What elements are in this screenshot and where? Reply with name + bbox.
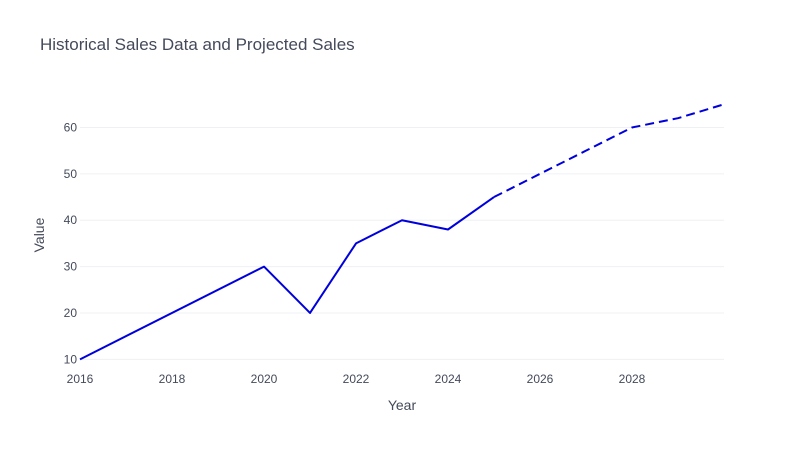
x-tick-label: 2026 <box>527 372 554 386</box>
historical-sales-line <box>79 196 495 361</box>
x-tick-label: 2020 <box>251 372 278 386</box>
x-tick-label: 2022 <box>343 372 370 386</box>
y-axis-ticks: 10 20 30 40 50 60 <box>64 120 78 366</box>
y-tick-label: 50 <box>64 167 78 181</box>
x-axis-title: Year <box>388 397 417 413</box>
y-axis-title: Value <box>31 217 47 252</box>
y-tick-label: 40 <box>64 213 78 227</box>
chart-title: Historical Sales Data and Projected Sale… <box>40 35 355 54</box>
projected-sales-line <box>493 103 725 198</box>
x-tick-label: 2018 <box>159 372 186 386</box>
y-tick-label: 60 <box>64 120 78 134</box>
x-axis-ticks: 2016 2018 2020 2022 2024 2026 2028 <box>67 372 646 386</box>
gridlines <box>80 126 724 360</box>
y-tick-label: 20 <box>64 306 78 320</box>
y-tick-label: 30 <box>64 260 78 274</box>
series-layer <box>79 103 725 361</box>
y-tick-label: 10 <box>64 352 78 366</box>
x-tick-label: 2028 <box>619 372 646 386</box>
x-tick-label: 2024 <box>435 372 462 386</box>
x-tick-label: 2016 <box>67 372 94 386</box>
